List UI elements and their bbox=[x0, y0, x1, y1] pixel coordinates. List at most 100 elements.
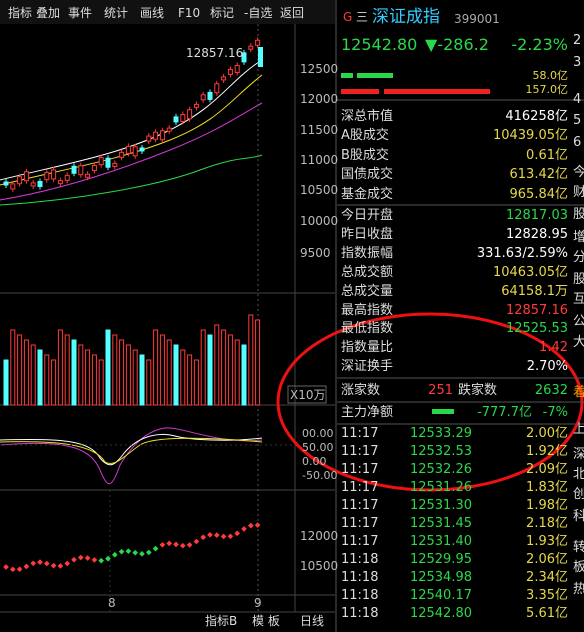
price-axis-label: 10000 bbox=[300, 214, 339, 228]
toolbar-button[interactable]: 画线 bbox=[140, 6, 165, 20]
signal-marker bbox=[139, 551, 145, 557]
stat-label: 总成交额 bbox=[341, 264, 394, 280]
tick-time: 11:17 bbox=[341, 480, 379, 495]
stat-label: B股成交 bbox=[341, 147, 389, 163]
stat-label: 最低指数 bbox=[341, 321, 394, 337]
sell-bar bbox=[384, 89, 490, 94]
toolbar-button[interactable]: 标记 bbox=[210, 6, 235, 20]
volume-bar bbox=[51, 359, 57, 406]
stat-value: 12817.03 bbox=[505, 208, 568, 223]
toolbar-button[interactable]: 指标 bbox=[8, 6, 33, 20]
toolbar-button[interactable]: 叠加 bbox=[36, 6, 61, 20]
ma-line bbox=[0, 102, 263, 201]
volume-bar bbox=[221, 329, 227, 406]
signal-marker bbox=[98, 557, 105, 564]
buy-bar bbox=[357, 73, 393, 78]
volume-bar bbox=[132, 349, 138, 406]
volume-bar bbox=[112, 334, 118, 406]
volume-bar bbox=[187, 354, 193, 406]
candle-body bbox=[180, 113, 186, 122]
toolbar-button[interactable]: F10 bbox=[178, 6, 201, 20]
tick-price: 12542.80 bbox=[409, 606, 472, 621]
signal-marker bbox=[227, 533, 234, 540]
edge-text: 分 bbox=[573, 250, 584, 265]
tick-price: 12534.98 bbox=[409, 570, 472, 585]
volume-bar bbox=[71, 339, 77, 406]
signal-marker bbox=[23, 563, 30, 570]
candle-body bbox=[227, 68, 233, 75]
edge-text: 今 bbox=[573, 165, 584, 180]
volume-bar bbox=[57, 329, 63, 406]
tick-price: 12532.26 bbox=[409, 462, 472, 477]
stat-label: 深总市值 bbox=[341, 109, 394, 124]
edge-text: 6 bbox=[573, 135, 582, 150]
volume-bar bbox=[3, 359, 9, 406]
tick-volume: 2.34亿 bbox=[526, 570, 568, 585]
tick-price: 12531.40 bbox=[409, 534, 472, 549]
stat-value: 331.63/2.59% bbox=[476, 245, 568, 261]
volume-bar bbox=[98, 359, 104, 406]
edge-text: 着 bbox=[573, 385, 584, 400]
candle-body bbox=[10, 183, 16, 190]
stat-label: A股成交 bbox=[341, 128, 389, 144]
candle-body bbox=[173, 116, 179, 123]
candle-body bbox=[37, 180, 43, 187]
candle-body bbox=[91, 165, 97, 172]
bottom-button[interactable]: 指标B bbox=[205, 614, 238, 628]
tick-time: 11:17 bbox=[341, 498, 379, 513]
signal-marker bbox=[16, 566, 23, 573]
tick-time: 11:18 bbox=[341, 552, 379, 567]
candle-body bbox=[258, 47, 263, 67]
edge-text: 板 bbox=[573, 560, 584, 575]
tick-time: 11:17 bbox=[341, 444, 379, 459]
indicator-axis-label: 50.00 bbox=[302, 441, 334, 454]
tick-price: 12533.29 bbox=[409, 426, 472, 441]
tick-volume: 1.92亿 bbox=[526, 444, 568, 459]
signal-marker bbox=[57, 563, 64, 569]
volume-bar bbox=[139, 354, 145, 406]
volume-bar bbox=[64, 334, 70, 406]
toolbar-button[interactable]: 统计 bbox=[104, 6, 129, 20]
candle-body bbox=[44, 172, 50, 181]
volume-bar bbox=[37, 349, 43, 406]
tick-volume: 1.93亿 bbox=[526, 534, 568, 549]
ma-line bbox=[0, 154, 263, 206]
indicator-line bbox=[0, 427, 263, 485]
lower-axis-label: 10500 bbox=[300, 559, 339, 573]
bottom-button[interactable]: 模 板 bbox=[252, 614, 280, 628]
volume-bar bbox=[23, 339, 29, 406]
signal-marker bbox=[247, 522, 254, 529]
stat-value: 613.42亿 bbox=[509, 167, 569, 183]
volume-bar bbox=[30, 344, 36, 406]
tick-volume: 2.00亿 bbox=[526, 426, 568, 441]
volume-bar bbox=[241, 344, 247, 406]
indicator-axis-label: -50.00 bbox=[302, 469, 338, 482]
stat-value: 1.42 bbox=[539, 340, 568, 356]
unit-box bbox=[287, 385, 327, 404]
candle-body bbox=[85, 173, 91, 178]
toolbar-button[interactable]: 返回 bbox=[280, 6, 305, 20]
tick-price: 12531.26 bbox=[409, 480, 472, 495]
date-label: 8 bbox=[108, 596, 116, 610]
signal-marker bbox=[3, 564, 9, 570]
sell-bar bbox=[341, 89, 379, 94]
toolbar-button[interactable]: 事件 bbox=[68, 6, 93, 20]
edge-text: 财 bbox=[573, 185, 584, 200]
volume-unit: X10万 bbox=[290, 388, 326, 402]
signal-marker bbox=[132, 549, 139, 556]
bottom-button[interactable]: 日线 bbox=[300, 614, 325, 628]
up-count: 251 bbox=[428, 383, 453, 398]
candle-body bbox=[71, 165, 77, 174]
tick-time: 11:18 bbox=[341, 606, 379, 621]
ma-line bbox=[0, 74, 263, 186]
signal-marker bbox=[213, 532, 220, 538]
toolbar-button[interactable]: -自选 bbox=[244, 6, 273, 20]
signal-marker bbox=[207, 532, 213, 538]
stat-value: 12828.95 bbox=[505, 226, 568, 242]
candle-body bbox=[105, 157, 111, 168]
signal-marker bbox=[152, 545, 159, 552]
tick-volume: 2.06亿 bbox=[526, 552, 568, 567]
stat-value: 12525.53 bbox=[505, 321, 568, 337]
candle-body bbox=[23, 171, 29, 182]
